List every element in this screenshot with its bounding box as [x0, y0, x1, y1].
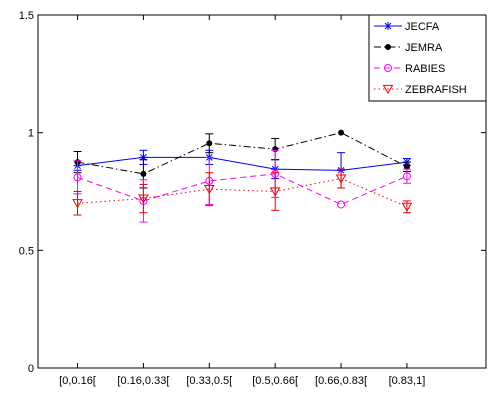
y-tick-label: 0.5: [19, 245, 34, 257]
data-point: [72, 199, 83, 209]
legend: JECFA JEMRA RABIES ZEBRAFISH: [368, 14, 487, 102]
data-point: [203, 185, 215, 195]
legend-entry-jecfa: JECFA: [374, 21, 440, 33]
data-point: [138, 194, 149, 204]
legend-entry-zebrafish: ZEBRAFISH: [374, 84, 467, 96]
legend-entry-rabies: RABIES: [374, 63, 445, 75]
x-tick-label: [0.66,0.83[: [315, 375, 367, 387]
x-tick-label: [0.33,0.5[: [186, 375, 232, 387]
data-point: [73, 173, 82, 182]
series-line: [77, 132, 408, 175]
data-point-part: [384, 22, 392, 30]
legend-label: ZEBRAFISH: [405, 84, 467, 96]
x-tick-label: [0,0.16[: [59, 375, 96, 387]
x-axis: [0,0.16[ [0.16,0.33[ [0.33,0.5[ [0.5,0.66[ […: [59, 15, 425, 387]
y-tick-label: 1.5: [19, 10, 34, 22]
x-tick-label: [0.16,0.33[: [117, 375, 169, 387]
legend-entry-jemra: JEMRA: [374, 42, 443, 54]
series-line: [77, 173, 408, 205]
data-point: [335, 174, 347, 184]
data-point: [402, 172, 411, 181]
data-point: [385, 44, 391, 50]
series-line: [77, 178, 408, 208]
series-line: [77, 156, 408, 171]
data-point: [384, 64, 392, 72]
x-tick-label: [0.5,0.66[: [252, 375, 298, 387]
data-point: [401, 202, 413, 212]
legend-label: RABIES: [405, 63, 445, 75]
series-zebrafish: [72, 168, 413, 216]
x-tick-label: [0.83,1]: [389, 375, 426, 387]
data-point: [382, 84, 394, 95]
legend-label: JECFA: [405, 21, 440, 33]
data-point: [403, 163, 410, 170]
data-point: [338, 129, 345, 136]
y-tick-label: 0: [28, 363, 34, 375]
data-point: [206, 140, 213, 147]
data-point: [140, 170, 147, 177]
legend-label: JEMRA: [405, 42, 443, 54]
y-tick-label: 1: [28, 128, 34, 140]
data-point: [337, 200, 346, 209]
series-layer: [72, 129, 413, 223]
data-point: [269, 187, 281, 197]
